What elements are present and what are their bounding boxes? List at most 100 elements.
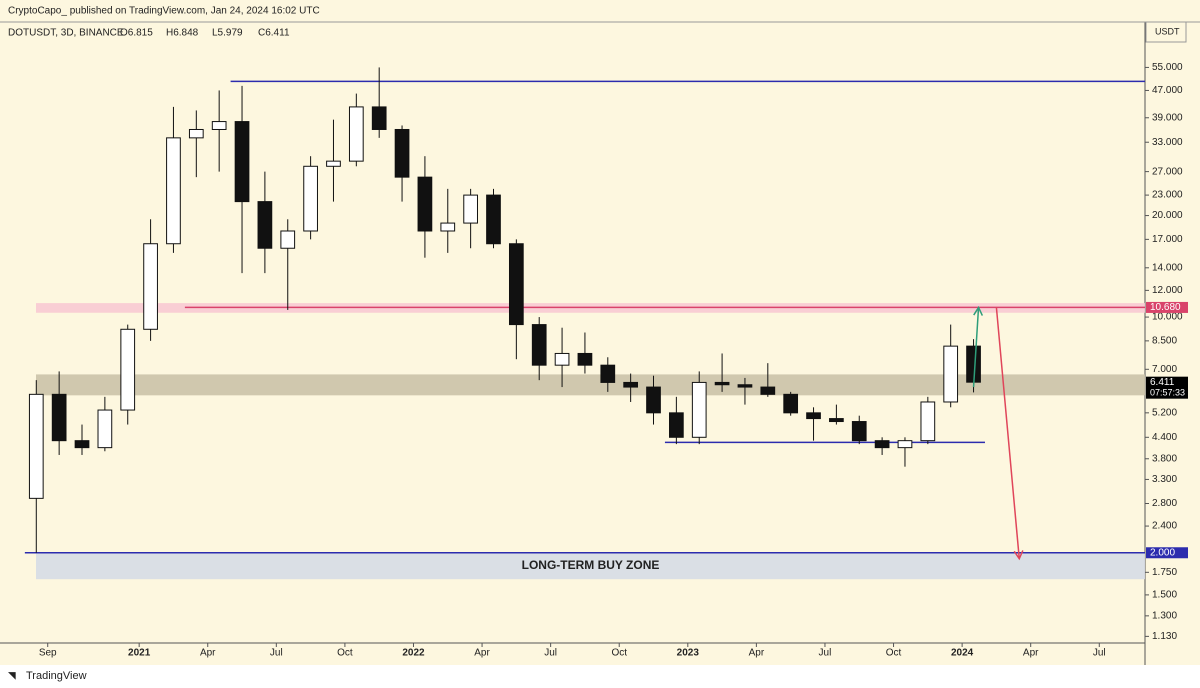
price-badge xyxy=(1146,301,1188,313)
ohlc-legend: L5.979 xyxy=(212,28,243,39)
currency-box xyxy=(1145,21,1187,43)
x-tick-label: 2021 xyxy=(128,648,151,659)
candle-body xyxy=(508,243,524,326)
x-tick-label: Jul xyxy=(544,648,557,659)
candle-body xyxy=(280,230,296,249)
y-tick-label: 1.500 xyxy=(1152,590,1177,601)
y-tick-label: 2.800 xyxy=(1152,498,1177,509)
candle-body xyxy=(440,222,456,232)
y-tick-label: 3.800 xyxy=(1152,453,1177,464)
candle-body xyxy=(920,401,936,442)
candle-body xyxy=(211,121,227,130)
candle-body xyxy=(646,386,661,414)
zone xyxy=(36,374,1145,396)
candle-body xyxy=(51,393,67,442)
candle-body xyxy=(806,412,821,420)
footer-bar xyxy=(0,665,1200,688)
price-label: 10.680 xyxy=(1150,302,1181,313)
y-tick-label: 20.000 xyxy=(1152,210,1183,221)
y-tick-label: 7.000 xyxy=(1152,364,1177,375)
candle-body xyxy=(737,384,753,388)
symbol: DOTUSDT, 3D, BINANCE xyxy=(8,28,124,39)
candle-body xyxy=(188,128,204,139)
x-tick-label: Sep xyxy=(39,648,57,659)
y-tick-label: 1.300 xyxy=(1152,610,1177,621)
price-badge xyxy=(1146,547,1188,559)
candle-body xyxy=(166,137,181,245)
y-tick-label: 3.300 xyxy=(1152,474,1177,485)
candle-body xyxy=(463,194,478,224)
x-tick-label: Jul xyxy=(1093,648,1106,659)
y-tick-label: 39.000 xyxy=(1152,112,1183,123)
y-tick-label: 4.400 xyxy=(1152,432,1177,443)
y-tick-label: 1.130 xyxy=(1152,631,1177,642)
x-tick-label: Oct xyxy=(337,648,353,659)
candle-body xyxy=(348,106,364,162)
candle-body xyxy=(120,328,136,411)
price-badge xyxy=(1146,376,1188,399)
ohlc-legend: O6.815 xyxy=(120,28,153,39)
candle-body xyxy=(326,160,341,167)
arrow-head xyxy=(1013,550,1024,561)
y-tick-label: 33.000 xyxy=(1152,137,1183,148)
candle-body xyxy=(74,440,90,449)
x-tick-label: Apr xyxy=(1023,648,1039,659)
price-label: 2.000 xyxy=(1150,547,1175,558)
x-tick-label: Oct xyxy=(611,648,627,659)
y-tick-label: 47.000 xyxy=(1152,85,1183,96)
x-tick-label: Apr xyxy=(749,648,765,659)
y-tick-label: 23.000 xyxy=(1152,190,1183,201)
x-tick-label: Jul xyxy=(819,648,832,659)
candle-body xyxy=(394,128,410,178)
candle-body xyxy=(760,386,776,395)
x-tick-label: Apr xyxy=(474,648,490,659)
price-label: 6.411 xyxy=(1150,377,1175,388)
y-tick-label: 27.000 xyxy=(1152,166,1183,177)
x-tick-label: Apr xyxy=(200,648,216,659)
x-tick-label: Oct xyxy=(886,648,902,659)
y-tick-label: 17.000 xyxy=(1152,234,1183,245)
y-tick-label: 2.400 xyxy=(1152,521,1177,532)
x-tick-label: 2024 xyxy=(951,648,974,659)
candle-body xyxy=(554,352,570,366)
candle-body xyxy=(531,324,547,366)
currency: USDT xyxy=(1155,26,1180,36)
y-tick-label: 14.000 xyxy=(1152,262,1183,273)
candle-body xyxy=(143,243,158,330)
candle-body xyxy=(371,106,387,130)
y-tick-label: 55.000 xyxy=(1152,62,1183,73)
ohlc-legend: C6.411 xyxy=(258,28,290,39)
candle-body xyxy=(829,418,844,423)
y-tick-label: 8.500 xyxy=(1152,336,1177,347)
candle-body xyxy=(28,393,44,499)
candle-body xyxy=(303,165,318,232)
candle-body xyxy=(234,121,250,203)
x-tick-label: Jul xyxy=(270,648,283,659)
candle-body xyxy=(623,381,639,388)
y-tick-label: 5.200 xyxy=(1152,407,1177,418)
x-tick-label: 2022 xyxy=(402,648,425,659)
candle-body xyxy=(257,201,273,249)
candle-body xyxy=(486,194,501,245)
candle-body xyxy=(600,364,616,383)
y-tick-label: 10.000 xyxy=(1152,312,1183,323)
candle-body xyxy=(851,421,867,442)
logo-mark: ◥ xyxy=(8,671,16,682)
x-tick-label: 2023 xyxy=(677,648,700,659)
candle-body xyxy=(897,440,913,449)
candle-body xyxy=(943,345,959,403)
candle-body xyxy=(783,393,799,414)
candle-body xyxy=(669,412,684,438)
countdown: 07:57:33 xyxy=(1150,388,1185,398)
header: CryptoCapo_ published on TradingView.com… xyxy=(8,6,320,17)
candle-body xyxy=(691,381,707,438)
zone-label: LONG-TERM BUY ZONE xyxy=(522,558,660,572)
candle-body xyxy=(874,440,890,449)
y-tick-label: 1.750 xyxy=(1152,567,1177,578)
candle-body xyxy=(97,409,113,449)
arrow xyxy=(995,307,1021,559)
arrow-head xyxy=(973,305,984,316)
footer: TradingView xyxy=(26,670,87,682)
